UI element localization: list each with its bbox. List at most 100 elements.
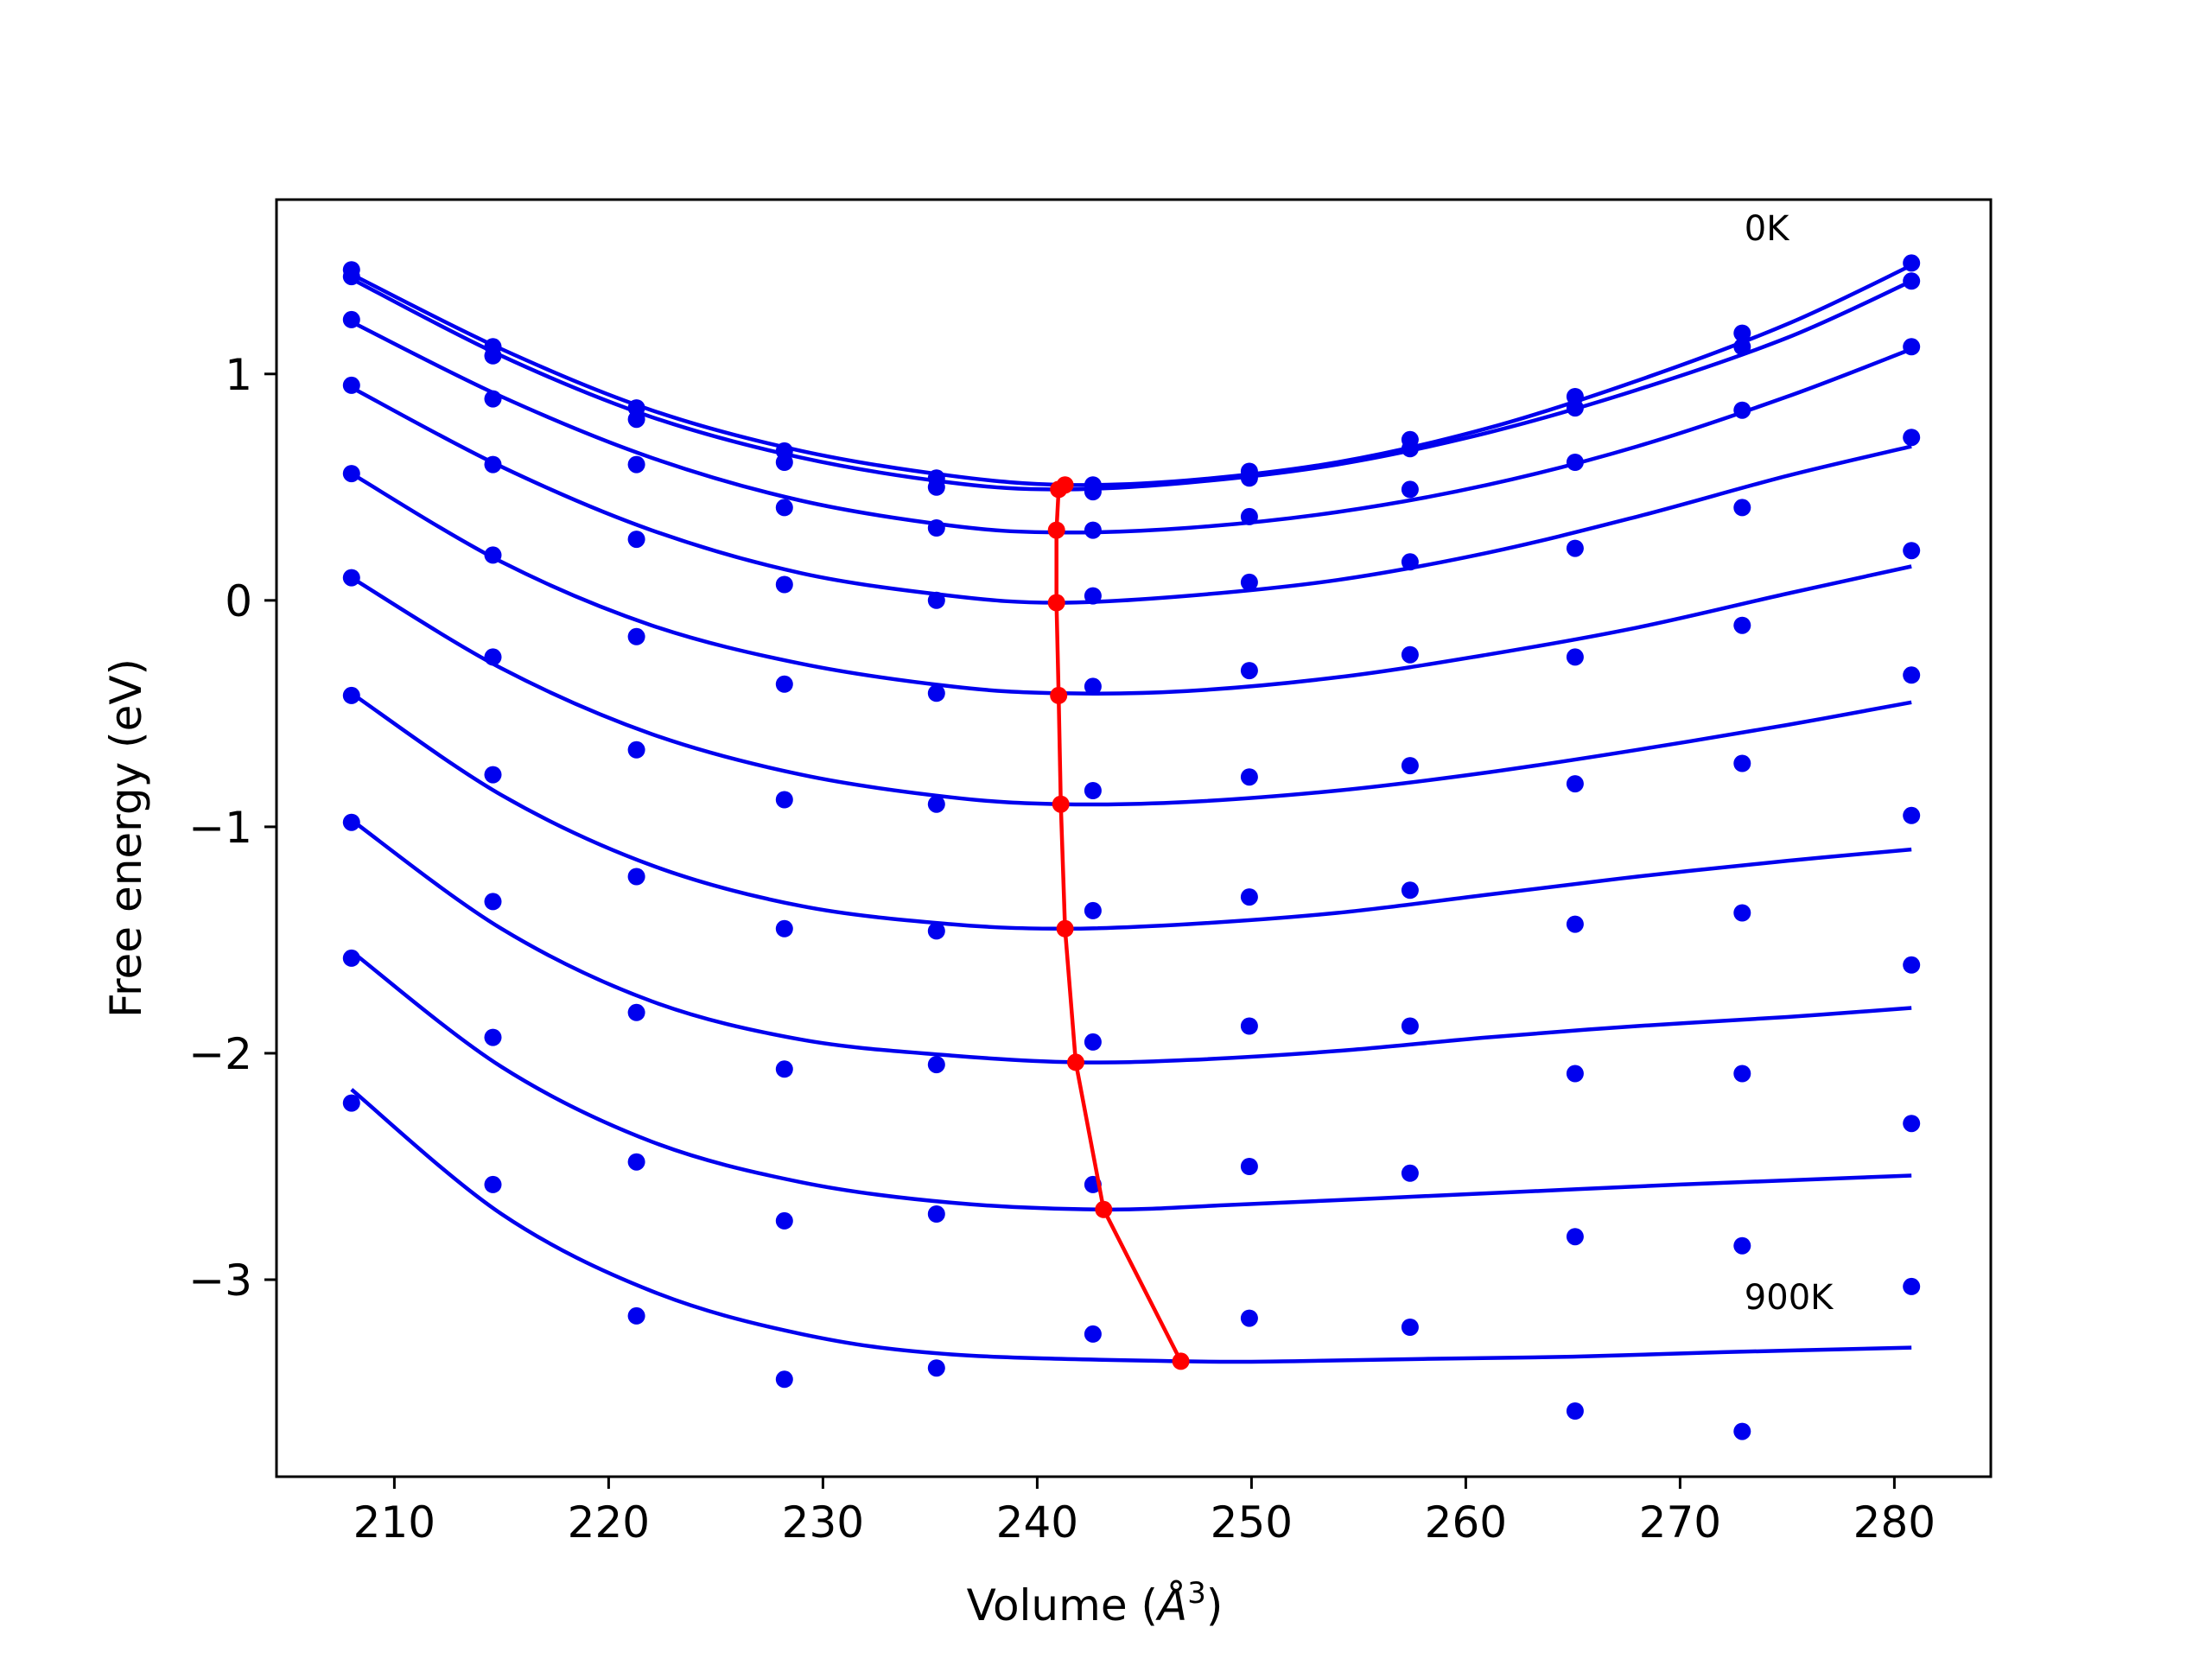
data-point: [1733, 401, 1751, 419]
data-point: [484, 1175, 502, 1193]
minimum-curve: [1047, 476, 1190, 1370]
data-point: [1903, 338, 1921, 356]
data-point: [342, 949, 360, 967]
data-point: [1566, 1065, 1584, 1083]
minimum-point: [1050, 480, 1068, 499]
data-point: [342, 1094, 360, 1112]
data-point: [1733, 1065, 1751, 1083]
minimum-point: [1047, 521, 1065, 539]
data-point: [1401, 1017, 1419, 1035]
data-point: [1733, 1236, 1751, 1255]
y-tick-label: −3: [188, 1255, 252, 1306]
data-point: [627, 741, 645, 759]
data-point: [1566, 648, 1584, 666]
data-point: [342, 465, 360, 483]
x-axis-title-superscript: 3: [1187, 1576, 1206, 1611]
data-point: [1733, 754, 1751, 772]
data-point: [775, 1211, 793, 1230]
data-point: [1401, 480, 1419, 499]
data-point: [1903, 956, 1921, 974]
data-point: [1566, 915, 1584, 933]
data-point: [1401, 553, 1419, 571]
annotation-label: 900K: [1745, 1278, 1834, 1318]
data-point: [1240, 1158, 1258, 1175]
data-point: [927, 591, 945, 609]
data-point: [1566, 399, 1584, 417]
fit-curve-4: [350, 385, 1912, 605]
data-point: [484, 648, 502, 666]
x-tick-label: 270: [1639, 1497, 1721, 1548]
fit-curve-2: [350, 276, 1913, 492]
plot-contents: [342, 254, 1921, 1440]
x-axis-title-symbol: Å: [1155, 1580, 1187, 1630]
data-point: [1733, 1422, 1751, 1440]
data-point: [1240, 469, 1258, 487]
data-point: [1240, 888, 1258, 906]
x-axis-title-text: Volume (: [967, 1580, 1158, 1630]
data-point: [927, 1359, 945, 1377]
minimum-point: [1056, 919, 1074, 938]
data-point: [775, 791, 793, 809]
series-10: [342, 1088, 1921, 1440]
y-axis-ticks: 1 0 −1 −2 −3: [188, 350, 276, 1306]
data-point: [775, 1370, 793, 1389]
data-point: [627, 455, 645, 474]
data-point: [342, 686, 360, 704]
data-point: [775, 499, 793, 517]
data-point: [927, 795, 945, 813]
data-point: [484, 893, 502, 911]
data-point: [775, 675, 793, 693]
data-point: [627, 1003, 645, 1021]
data-point: [1401, 1319, 1419, 1336]
data-point: [1084, 677, 1102, 696]
data-point: [627, 627, 645, 645]
data-point: [1401, 757, 1419, 775]
data-point: [1240, 662, 1258, 680]
plot-frame: [275, 198, 1993, 1478]
data-point: [1733, 904, 1751, 922]
x-axis-ticks: 210 220 230 240 250 260 270 280: [353, 1477, 1936, 1548]
data-point: [1903, 542, 1921, 560]
data-point: [775, 1060, 793, 1078]
data-point: [775, 454, 793, 471]
data-point: [627, 868, 645, 886]
data-point: [1240, 573, 1258, 591]
data-point: [484, 1028, 502, 1046]
data-point: [1903, 254, 1921, 272]
data-point: [1903, 1115, 1921, 1133]
data-point: [1903, 429, 1921, 447]
data-point: [1240, 768, 1258, 786]
y-axis-title: Free energy (eV): [101, 658, 151, 1018]
data-point: [927, 519, 945, 537]
minimum-line: [1054, 483, 1183, 1363]
data-point: [627, 410, 645, 429]
fit-curve-10: [350, 1088, 1912, 1364]
data-point: [1903, 666, 1921, 684]
data-point: [627, 1153, 645, 1171]
fit-curve-3: [350, 320, 1913, 535]
y-tick-label: −2: [188, 1029, 252, 1079]
data-point: [927, 1205, 945, 1223]
data-point: [775, 575, 793, 594]
data-point: [1401, 1164, 1419, 1182]
series-7: [342, 686, 1921, 940]
annotation-label: 0K: [1745, 209, 1790, 249]
data-point: [927, 478, 945, 496]
data-point: [1566, 1402, 1584, 1420]
data-point: [1733, 324, 1751, 342]
data-point: [1903, 272, 1921, 290]
data-point: [1903, 806, 1921, 824]
data-point: [1903, 1277, 1921, 1295]
data-point: [342, 310, 360, 328]
fit-curve-8: [350, 818, 1912, 1065]
x-axis-title-close: ): [1206, 1580, 1224, 1630]
data-point: [1401, 881, 1419, 899]
data-point: [1084, 782, 1102, 799]
minimum-point: [1172, 1352, 1190, 1370]
minimum-point: [1047, 594, 1065, 612]
series-6: [342, 569, 1921, 813]
series-5: [342, 465, 1921, 702]
series-8: [342, 813, 1921, 1083]
data-point: [1084, 901, 1102, 919]
